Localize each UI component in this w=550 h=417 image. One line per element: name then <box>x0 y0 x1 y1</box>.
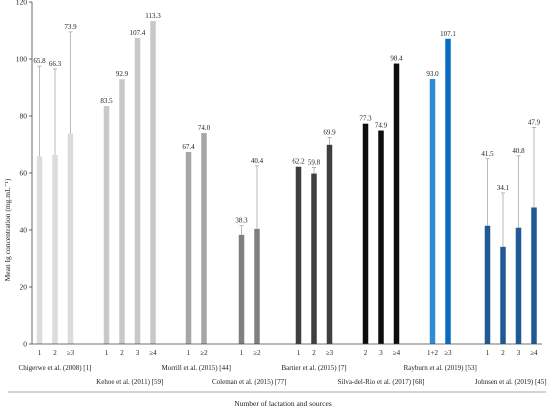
bar <box>311 173 317 344</box>
bar-group: 93.0 107.1 <box>426 30 456 344</box>
bar <box>254 228 260 344</box>
x-group-source-label: Kehoe et al. (2011) [59] <box>96 378 163 386</box>
x-category-label: 3 <box>517 349 521 357</box>
x-group-source-label: Johnsen et al. (2019) [45] <box>475 378 547 386</box>
x-category-label: 2 <box>501 349 505 357</box>
x-category-label: 1+2 <box>427 349 438 357</box>
x-group-source-label: Bartier et al. (2015) [7] <box>281 364 346 372</box>
bar-value-label: 59.8 <box>308 158 321 166</box>
bar <box>150 21 156 344</box>
bar-value-label: 74.9 <box>375 122 388 130</box>
bar-value-label: 47.9 <box>528 118 541 126</box>
bar-value-label: 107.4 <box>130 29 146 37</box>
x-group-source-label: Morrill et al. (2015) [44] <box>162 364 231 372</box>
y-tick-label: 60 <box>20 169 28 178</box>
bar <box>295 166 302 344</box>
bar <box>185 151 192 344</box>
bar <box>484 225 491 344</box>
x-category-label: 2 <box>312 349 316 357</box>
x-category-label: ≥4 <box>393 349 401 357</box>
bar <box>119 79 125 345</box>
x-category-label: 2 <box>53 349 57 357</box>
x-category-label: 1 <box>240 349 244 357</box>
bar-value-label: 62.2 <box>292 158 305 166</box>
x-axis-title: Number of lactation and sources <box>234 399 332 408</box>
x-category-label: 3 <box>136 349 140 357</box>
bar-value-label: 69.9 <box>323 128 336 136</box>
y-axis-title: Mean Ig concentration (mg.mL⁻¹) <box>3 178 12 281</box>
x-category-label: ≥3 <box>326 349 334 357</box>
bar-value-label: 113.3 <box>145 12 161 20</box>
x-group-source-label: Coleman et al. (2015) [77] <box>212 378 286 386</box>
bar-group: 67.4 74.0 <box>182 124 211 344</box>
y-axis: 0 20 40 60 80 100 120 <box>16 0 33 349</box>
bar <box>36 156 43 344</box>
bar <box>201 133 207 344</box>
bar <box>326 144 333 344</box>
x-axis: 1 2 ≥3 Chigerwe et al. (2008) [1] 1 2 3 ≥4 Kehoe… <box>8 343 547 393</box>
x-category-label: ≥2 <box>200 349 208 357</box>
x-category-label: ≥3 <box>444 349 452 357</box>
bar-value-label: 98.4 <box>390 55 403 63</box>
y-tick-label: 0 <box>23 340 27 349</box>
x-category-label: 1 <box>187 349 191 357</box>
bar-value-label: 40.4 <box>251 157 264 165</box>
bar-group: 62.2 59.8 69.9 <box>292 128 336 344</box>
bar <box>531 207 537 344</box>
bar <box>238 234 245 344</box>
x-category-label: ≥2 <box>253 349 261 357</box>
bar-value-label: 40.8 <box>512 147 525 155</box>
x-category-label: ≥3 <box>67 349 75 357</box>
bar-group: 41.5 34.1 40.8 47.9 <box>481 118 541 344</box>
bar <box>52 155 58 344</box>
x-group-source-label: Rayburn et al. (2019) [53] <box>404 364 477 372</box>
bar-group: 83.5 92.9 107.4 113.3 <box>100 12 161 345</box>
x-category-label: 1 <box>486 349 490 357</box>
bar-value-label: 107.1 <box>440 30 456 38</box>
bar <box>445 38 451 344</box>
bar-value-label: 67.4 <box>182 143 195 151</box>
bar <box>103 106 110 345</box>
y-tick-label: 100 <box>16 55 28 64</box>
bar-value-label: 92.9 <box>116 70 129 78</box>
x-category-label: ≥4 <box>149 349 157 357</box>
bar-value-label: 41.5 <box>481 150 494 158</box>
y-tick-label: 40 <box>20 226 28 235</box>
y-tick-label: 20 <box>20 283 28 292</box>
bar-value-label: 77.3 <box>359 115 372 123</box>
bar-value-label: 34.1 <box>497 184 510 192</box>
bar <box>500 246 506 344</box>
y-tick-label: 80 <box>20 112 28 121</box>
bar <box>134 37 141 344</box>
x-category-label: ≥4 <box>530 349 538 357</box>
bar <box>515 227 522 344</box>
bar-group: 77.374.9 98.4 <box>359 55 403 345</box>
bar-value-label: 73.9 <box>64 23 77 31</box>
bar <box>429 78 436 344</box>
bar <box>378 130 384 344</box>
x-category-label: 1 <box>297 349 301 357</box>
x-group-source-label: Silva-del-Rio et al. (2017) [68] <box>338 378 425 386</box>
bar-value-label: 38.3 <box>235 217 248 225</box>
bar <box>67 133 74 344</box>
x-category-label: 2 <box>364 349 368 357</box>
bar <box>393 63 400 345</box>
bar-value-label: 93.0 <box>426 70 439 78</box>
bar-group: 65.8 66.3 73.9 <box>33 23 77 344</box>
x-category-label: 1 <box>105 349 109 357</box>
bar-group: 38.3 40.4 <box>235 157 264 344</box>
x-category-label: 3 <box>379 349 383 357</box>
bar-value-label: 66.3 <box>49 60 62 68</box>
x-group-source-label: Chigerwe et al. (2008) [1] <box>19 364 92 372</box>
bar-value-label: 74.0 <box>198 124 211 132</box>
bars-layer: 65.8 66.3 73.9 83.5 92.9 107.4 113.3 67.4 74.0 38… <box>33 12 541 345</box>
x-category-label: 2 <box>120 349 124 357</box>
bar-value-label: 65.8 <box>33 57 46 65</box>
bar <box>362 123 369 344</box>
x-category-label: 1 <box>38 349 42 357</box>
bar-value-label: 83.5 <box>100 97 113 105</box>
y-tick-label: 120 <box>16 0 28 7</box>
